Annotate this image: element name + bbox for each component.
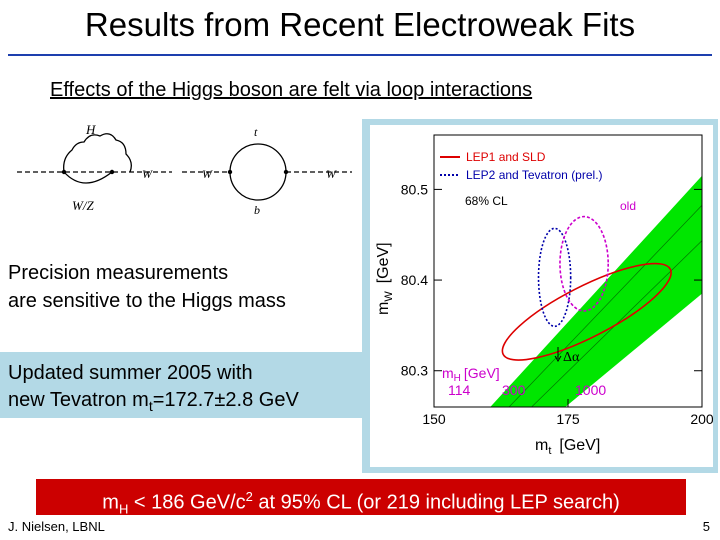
precision-line: are sensitive to the Higgs mass	[8, 290, 286, 312]
precision-text: Precision measurements are sensitive to …	[8, 259, 286, 315]
precision-line: Precision measurements	[8, 262, 229, 284]
update-line-1: Updated summer 2005 with	[8, 362, 253, 384]
x-tick-label: 175	[556, 411, 580, 427]
mw-mt-plot: 150 175 200 80.3 80.4 80.5 LEP1 and SLD LEP2 …	[370, 125, 713, 467]
legend-lep1-label: LEP1 and SLD	[466, 150, 546, 164]
legend-old-label: old	[620, 199, 636, 213]
ellipse-old	[559, 215, 610, 312]
feynman-label-wz: W/Z	[72, 198, 94, 213]
y-tick-label: 80.4	[401, 272, 428, 288]
feynman-label-w-left: W	[142, 167, 153, 181]
feynman-label-w-right: W	[326, 167, 337, 181]
delta-alpha-label: Δα	[563, 350, 580, 365]
ellipse-lep2	[537, 227, 572, 328]
feynman-diagrams: H W/Z W W W t b	[17, 122, 352, 217]
legend-cl-label: 68% CL	[465, 194, 508, 208]
feynman-label-w-mid: W	[202, 167, 213, 181]
higgs-value: 114	[448, 382, 471, 398]
y-axis-label: mW[GeV]	[375, 242, 395, 315]
slide-title: Results from Recent Electroweak Fits	[84, 6, 636, 43]
ellipse-lep1	[501, 262, 672, 361]
higgs-mass-label: mH [GeV]	[442, 365, 500, 384]
feynman-wz-loop	[63, 171, 113, 184]
feynman-vertex	[283, 169, 289, 175]
x-tick-label: 200	[690, 411, 713, 427]
y-tick-label: 80.5	[401, 181, 428, 197]
feynman-vertex	[109, 169, 115, 175]
update-box: Updated summer 2005 with new Tevatron mt…	[0, 352, 368, 418]
title-rule	[8, 54, 712, 56]
slide-subtitle: Effects of the Higgs boson are felt via …	[50, 79, 533, 101]
feynman-label-h: H	[85, 122, 96, 137]
feynman-label-t: t	[254, 125, 258, 139]
x-tick-label: 150	[422, 411, 446, 427]
feynman-tb-loop	[229, 143, 287, 201]
feynman-h-wavy	[63, 133, 132, 173]
footer-author: J. Nielsen, LBNL	[8, 519, 105, 534]
band-line	[508, 205, 702, 407]
higgs-band	[490, 175, 702, 407]
feynman-vertex	[227, 169, 233, 175]
x-axis-label: mt [GeV]	[535, 437, 600, 457]
page-number: 5	[702, 519, 710, 534]
delta-alpha-arrowhead	[554, 355, 562, 362]
higgs-value: 300	[502, 382, 526, 398]
update-line-2: new Tevatron mt=172.7±2.8 GeV	[8, 389, 299, 414]
result-banner: mH < 186 GeV/c2 at 95% CL (or 219 includ…	[36, 479, 686, 517]
higgs-value: 1000	[575, 382, 606, 398]
y-tick-label: 80.3	[401, 363, 428, 379]
feynman-label-b: b	[254, 203, 260, 217]
legend-lep2-label: LEP2 and Tevatron (prel.)	[466, 168, 603, 182]
feynman-vertex	[61, 169, 67, 175]
